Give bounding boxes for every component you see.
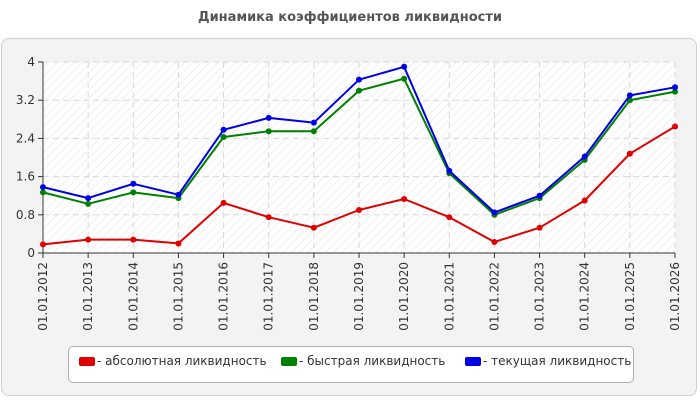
y-tick-label: 1.6: [16, 170, 35, 184]
series-point-2: [581, 153, 588, 160]
legend-swatch-absolute: [79, 357, 95, 366]
series-point-1: [672, 88, 678, 95]
x-tick-label: 01.01.2015: [171, 262, 185, 331]
x-tick-label: 01.01.2026: [668, 262, 682, 331]
series-point-1: [356, 87, 362, 94]
series-point-2: [626, 92, 633, 99]
y-tick-label: 0.8: [16, 208, 35, 222]
x-tick-label: 01.01.2019: [352, 262, 366, 331]
series-point-0: [446, 214, 453, 221]
legend-label-absolute: - абсолютная ликвидность: [97, 354, 267, 368]
series-point-0: [401, 196, 408, 203]
series-point-0: [40, 241, 46, 248]
y-tick-label: 4: [27, 55, 35, 69]
x-tick-label: 01.01.2017: [262, 262, 276, 331]
series-point-2: [491, 209, 498, 216]
legend-swatch-current: [465, 357, 481, 366]
x-tick-label: 01.01.2012: [36, 262, 50, 331]
series-point-0: [491, 239, 498, 246]
series-point-1: [130, 189, 137, 196]
y-tick-label: 3.2: [16, 93, 35, 107]
x-tick-label: 01.01.2025: [623, 262, 637, 331]
series-point-0: [581, 197, 588, 204]
x-tick-label: 01.01.2016: [217, 262, 231, 331]
legend-label-current: - текущая ликвидность: [483, 354, 632, 368]
legend-swatch-quick: [281, 357, 297, 366]
series-point-2: [401, 63, 408, 70]
series-point-0: [130, 236, 137, 243]
series-point-2: [536, 192, 543, 199]
x-tick-label: 01.01.2014: [126, 262, 140, 331]
series-point-2: [310, 119, 317, 126]
series-point-1: [40, 189, 46, 196]
series-point-1: [310, 128, 317, 135]
series-point-1: [85, 200, 92, 207]
series-point-0: [626, 150, 633, 157]
series-point-0: [175, 240, 182, 247]
series-point-0: [85, 236, 92, 243]
series-point-0: [672, 123, 678, 130]
x-tick-label: 01.01.2018: [307, 262, 321, 331]
series-point-0: [310, 224, 317, 231]
chart-title: Динамика коэффициентов ликвидности: [198, 10, 502, 25]
series-point-2: [446, 167, 453, 174]
series-point-0: [265, 214, 272, 221]
series-point-2: [265, 114, 272, 121]
x-tick-label: 01.01.2013: [81, 262, 95, 331]
x-tick-label: 01.01.2022: [487, 262, 501, 331]
series-point-1: [265, 128, 272, 135]
y-tick-label: 2.4: [16, 131, 35, 145]
legend: - абсолютная ликвидность - быстрая ликви…: [68, 346, 634, 383]
series-point-2: [175, 191, 182, 198]
series-point-0: [220, 199, 227, 206]
x-tick-label: 01.01.2024: [578, 262, 592, 331]
series-point-1: [220, 133, 227, 140]
series-point-2: [672, 84, 678, 91]
y-tick-label: 0: [27, 246, 35, 260]
x-tick-label: 01.01.2023: [533, 262, 547, 331]
series-point-2: [40, 184, 46, 191]
series-point-2: [356, 76, 362, 83]
series-point-0: [356, 207, 362, 214]
legend-label-quick: - быстрая ликвидность: [299, 354, 446, 368]
series-point-0: [536, 224, 543, 231]
series-point-1: [401, 75, 408, 82]
series-point-2: [130, 180, 137, 187]
x-tick-label: 01.01.2021: [442, 262, 456, 331]
series-point-2: [85, 195, 92, 202]
series-point-2: [220, 126, 227, 133]
x-tick-label: 01.01.2020: [397, 262, 411, 331]
